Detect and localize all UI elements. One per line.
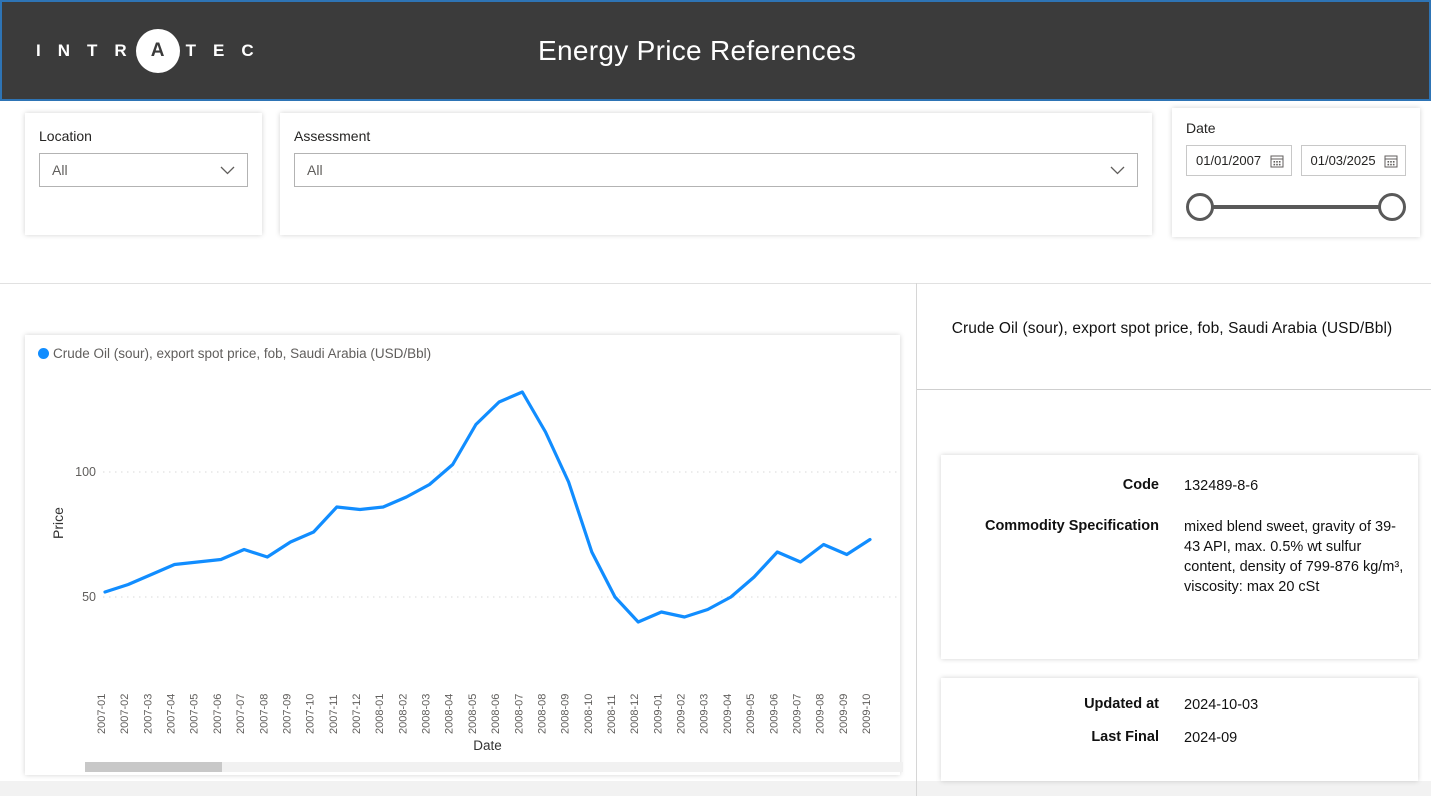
svg-text:2008-04: 2008-04	[444, 694, 456, 734]
detail-label: Updated at	[1084, 696, 1159, 712]
svg-text:2007-01: 2007-01	[96, 694, 108, 734]
svg-text:2007-08: 2007-08	[258, 694, 270, 734]
location-filter-label: Location	[39, 128, 92, 144]
svg-text:2007-07: 2007-07	[235, 694, 247, 734]
detail-row: Updated at 2024-10-03	[941, 695, 1406, 715]
detail-panel-title: Crude Oil (sour), export spot price, fob…	[951, 320, 1393, 337]
panel-divider	[916, 283, 917, 796]
detail-value: 2024-10-03	[1184, 697, 1259, 713]
slider-handle-start[interactable]	[1186, 193, 1214, 221]
section-divider	[0, 283, 1431, 284]
detail-label: Code	[1122, 477, 1159, 493]
svg-text:2008-11: 2008-11	[606, 694, 618, 734]
svg-text:2009-06: 2009-06	[768, 694, 780, 734]
scrollbar-thumb[interactable]	[85, 762, 222, 772]
svg-text:2008-02: 2008-02	[397, 694, 409, 734]
svg-text:2009-09: 2009-09	[838, 694, 850, 734]
svg-text:2007-03: 2007-03	[142, 694, 154, 734]
update-info-card: Updated at 2024-10-03 Last Final 2024-09	[941, 678, 1418, 781]
svg-text:2008-03: 2008-03	[421, 694, 433, 734]
svg-text:2008-12: 2008-12	[629, 694, 641, 734]
svg-text:2008-10: 2008-10	[583, 694, 595, 734]
svg-text:2007-12: 2007-12	[351, 694, 363, 734]
svg-text:2008-09: 2008-09	[560, 694, 572, 734]
chart-horizontal-scrollbar[interactable]	[85, 762, 903, 772]
svg-text:2007-10: 2007-10	[305, 694, 317, 734]
date-end-input[interactable]: 01/03/2025	[1300, 145, 1406, 176]
svg-text:2009-01: 2009-01	[652, 694, 664, 734]
svg-text:Price: Price	[50, 507, 66, 539]
slider-track[interactable]	[1198, 205, 1394, 209]
detail-panel-divider	[917, 389, 1431, 390]
svg-text:2009-04: 2009-04	[722, 694, 734, 734]
date-range-slider[interactable]	[1186, 190, 1406, 224]
svg-text:Date: Date	[473, 738, 502, 753]
intratec-logo: INTR A TEC	[36, 2, 271, 99]
app-header: INTR A TEC Energy Price References	[0, 0, 1431, 101]
svg-text:2009-10: 2009-10	[861, 694, 873, 734]
assessment-dropdown-value: All	[307, 162, 323, 178]
svg-text:2007-02: 2007-02	[119, 694, 131, 734]
legend-label: Crude Oil (sour), export spot price, fob…	[53, 346, 432, 361]
date-filter-card: Date 01/01/2007 01/03/2025	[1172, 108, 1420, 237]
svg-text:2008-05: 2008-05	[467, 694, 479, 734]
svg-text:2009-02: 2009-02	[676, 694, 688, 734]
assessment-dropdown[interactable]: All	[294, 153, 1138, 187]
svg-text:2008-06: 2008-06	[490, 694, 502, 734]
chevron-down-icon	[1110, 166, 1125, 174]
svg-text:2008-08: 2008-08	[536, 694, 548, 734]
assessment-filter-label: Assessment	[294, 128, 371, 144]
svg-text:2009-07: 2009-07	[791, 694, 803, 734]
chart-legend-item[interactable]: Crude Oil (sour), export spot price, fob…	[25, 335, 900, 361]
date-filter-label: Date	[1186, 120, 1216, 136]
detail-value: 132489-8-6	[1184, 478, 1259, 494]
svg-text:2007-06: 2007-06	[212, 694, 224, 734]
line-chart[interactable]: 50 100 Price 2007-01 2007-02 2007-03 2007-04 20…	[25, 361, 900, 753]
detail-label: Commodity Specification	[984, 518, 1159, 534]
svg-text:2007-04: 2007-04	[166, 694, 178, 734]
svg-text:2009-03: 2009-03	[699, 694, 711, 734]
commodity-detail-card: Code 132489-8-6 Commodity Specification mix…	[941, 455, 1418, 659]
location-filter-card: Location All	[25, 113, 262, 235]
detail-label: Last Final	[1091, 729, 1159, 745]
bottom-strip	[0, 781, 1431, 796]
date-start-input[interactable]: 01/01/2007	[1186, 145, 1292, 176]
svg-text:2007-11: 2007-11	[328, 694, 340, 734]
chevron-down-icon	[220, 166, 235, 174]
location-dropdown[interactable]: All	[39, 153, 248, 187]
svg-text:2007-09: 2007-09	[281, 694, 293, 734]
logo-text-prefix: INTR	[36, 40, 144, 60]
svg-text:50: 50	[82, 590, 96, 604]
page-title: Energy Price References	[538, 34, 857, 66]
location-dropdown-value: All	[52, 162, 68, 178]
logo-text-suffix: TEC	[185, 40, 271, 60]
logo-circle-a-icon: A	[135, 28, 180, 73]
date-start-value: 01/01/2007	[1196, 153, 1262, 168]
calendar-icon[interactable]	[1270, 154, 1284, 168]
detail-row: Code 132489-8-6	[941, 476, 1406, 496]
assessment-filter-card: Assessment All	[280, 113, 1152, 235]
price-chart-card: Crude Oil (sour), export spot price, fob…	[25, 335, 903, 775]
svg-text:100: 100	[75, 465, 96, 479]
svg-text:2007-05: 2007-05	[189, 694, 201, 734]
detail-row: Last Final 2024-09	[941, 728, 1406, 748]
svg-text:2008-07: 2008-07	[513, 694, 525, 734]
slider-handle-end[interactable]	[1378, 193, 1406, 221]
svg-text:2008-01: 2008-01	[374, 694, 386, 734]
svg-text:2009-05: 2009-05	[745, 694, 757, 734]
calendar-icon[interactable]	[1384, 154, 1398, 168]
detail-value: mixed blend sweet, gravity of 39-43 API,…	[1184, 519, 1404, 595]
legend-dot-icon	[38, 348, 49, 359]
svg-text:2009-08: 2009-08	[815, 694, 827, 734]
detail-row: Commodity Specification mixed blend sweet…	[941, 517, 1406, 597]
date-end-value: 01/03/2025	[1310, 153, 1376, 168]
detail-value: 2024-09	[1184, 730, 1238, 746]
